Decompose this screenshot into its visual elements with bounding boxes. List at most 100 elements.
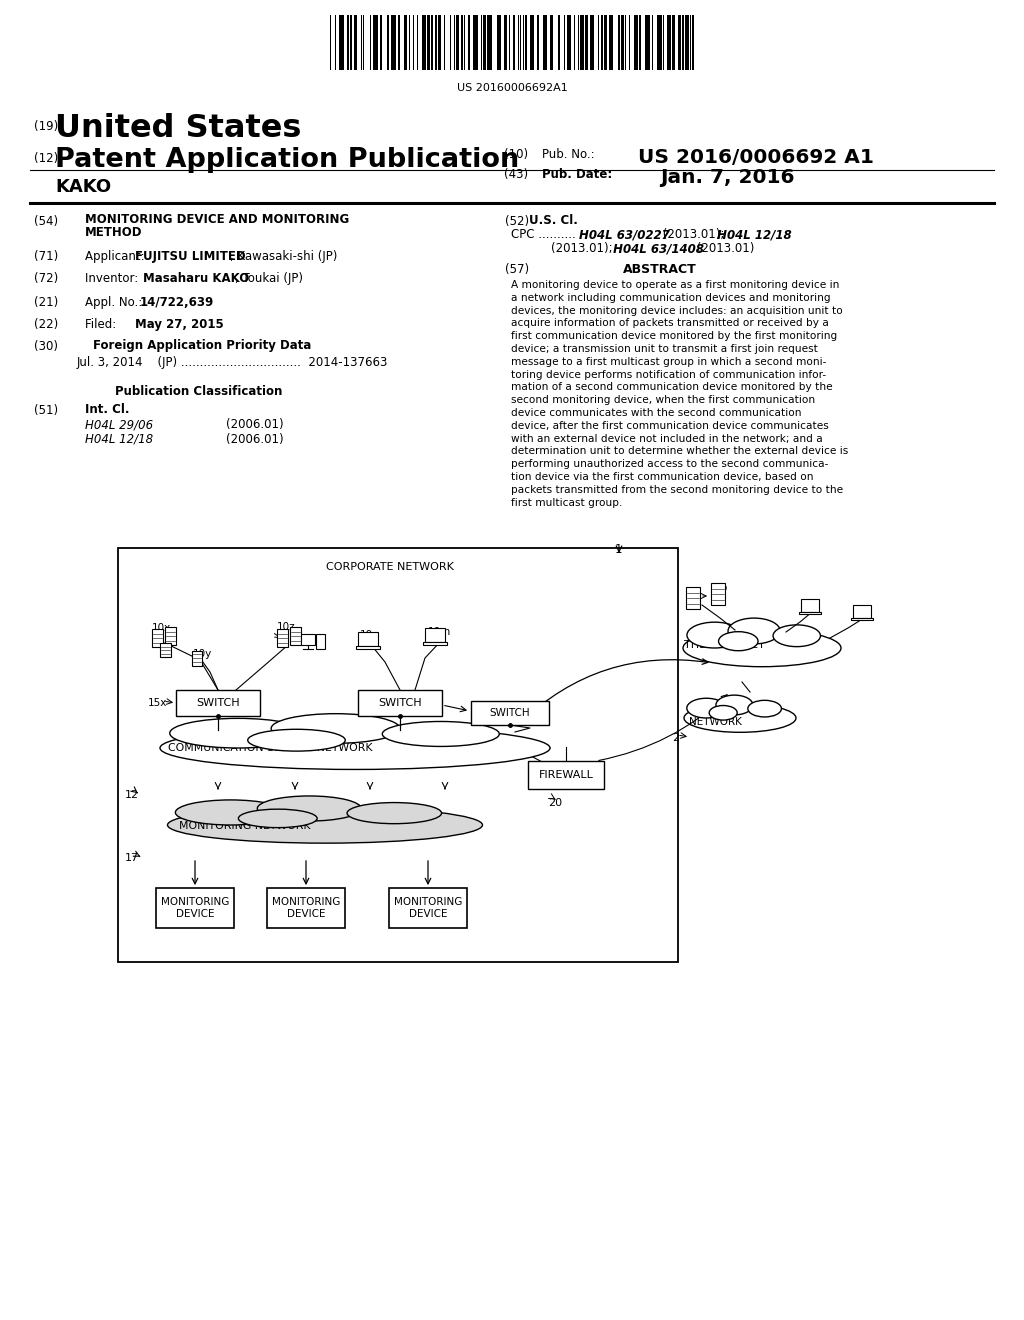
Text: (30): (30) — [34, 341, 58, 352]
Bar — [370, 15, 371, 70]
Bar — [690, 15, 691, 70]
Bar — [645, 15, 650, 70]
Bar — [629, 15, 630, 70]
Bar — [567, 15, 571, 70]
Text: Patent Application Publication: Patent Application Publication — [55, 147, 519, 173]
Bar — [651, 15, 653, 70]
Text: Foreign Application Priority Data: Foreign Application Priority Data — [93, 339, 311, 352]
Bar — [801, 599, 819, 612]
Bar — [350, 15, 351, 70]
Bar — [692, 15, 693, 70]
Bar — [573, 15, 575, 70]
Text: CORPORATE NETWORK: CORPORATE NETWORK — [326, 562, 454, 572]
Text: , Toukai (JP): , Toukai (JP) — [234, 272, 303, 285]
Ellipse shape — [347, 803, 441, 824]
Bar — [664, 15, 665, 70]
Bar — [425, 628, 445, 642]
Text: (10): (10) — [504, 148, 528, 161]
Ellipse shape — [170, 718, 306, 748]
Text: MONITORING
DEVICE: MONITORING DEVICE — [161, 898, 229, 919]
Text: 10y: 10y — [193, 649, 212, 659]
Text: (71): (71) — [34, 249, 58, 263]
Bar — [450, 15, 452, 70]
Bar — [156, 888, 234, 928]
Ellipse shape — [160, 726, 550, 770]
Text: May 27, 2015: May 27, 2015 — [135, 318, 224, 331]
Bar — [387, 15, 389, 70]
Bar — [528, 762, 604, 789]
Text: FIREWALL: FIREWALL — [539, 770, 594, 780]
Text: 25y: 25y — [278, 917, 297, 928]
Text: Pub. No.:: Pub. No.: — [542, 148, 595, 161]
Bar — [618, 15, 620, 70]
Text: H04L 12/18: H04L 12/18 — [85, 433, 154, 446]
Text: 25z: 25z — [400, 916, 419, 927]
Bar — [339, 15, 344, 70]
Text: U.S. Cl.: U.S. Cl. — [529, 214, 578, 227]
Text: 12: 12 — [125, 789, 139, 800]
Bar — [686, 587, 700, 609]
Bar — [799, 612, 821, 614]
Bar — [413, 15, 415, 70]
Ellipse shape — [175, 800, 286, 825]
Bar — [457, 15, 459, 70]
Text: 14/722,639: 14/722,639 — [140, 296, 214, 309]
Ellipse shape — [687, 622, 742, 648]
Bar — [464, 15, 465, 70]
Bar — [364, 15, 365, 70]
Bar — [563, 15, 565, 70]
Bar — [160, 643, 171, 657]
Text: , Kawasaki-shi (JP): , Kawasaki-shi (JP) — [230, 249, 337, 263]
Bar — [468, 15, 470, 70]
Text: Applicant:: Applicant: — [85, 249, 148, 263]
Text: Appl. No.:: Appl. No.: — [85, 296, 146, 309]
Text: H04L 63/1408: H04L 63/1408 — [609, 242, 703, 255]
Text: MONITORING
DEVICE: MONITORING DEVICE — [394, 898, 462, 919]
Bar — [267, 888, 345, 928]
Text: FUJITSU LIMITED: FUJITSU LIMITED — [135, 249, 246, 263]
Text: 3: 3 — [807, 605, 814, 614]
Bar — [404, 15, 407, 70]
Text: (21): (21) — [34, 296, 58, 309]
Text: 20: 20 — [548, 799, 562, 808]
Bar — [374, 15, 379, 70]
Bar — [152, 630, 163, 647]
Bar — [358, 690, 442, 715]
Text: US 20160006692A1: US 20160006692A1 — [457, 83, 567, 92]
Text: MONITORING NETWORK: MONITORING NETWORK — [179, 821, 310, 832]
Text: (2006.01): (2006.01) — [226, 433, 284, 446]
Text: 10n: 10n — [360, 630, 380, 640]
Bar — [165, 627, 175, 645]
Bar — [522, 15, 524, 70]
Bar — [625, 15, 626, 70]
Bar — [391, 15, 396, 70]
Ellipse shape — [239, 809, 317, 828]
Bar — [346, 15, 349, 70]
Text: SWITCH: SWITCH — [489, 708, 530, 718]
Text: (57): (57) — [505, 263, 529, 276]
Text: (22): (22) — [34, 318, 58, 331]
Bar — [360, 15, 361, 70]
Ellipse shape — [728, 618, 780, 644]
Text: Int. Cl.: Int. Cl. — [85, 403, 129, 416]
Bar — [193, 651, 202, 665]
Bar — [520, 15, 521, 70]
Bar — [537, 15, 540, 70]
Text: 1: 1 — [615, 543, 623, 556]
Bar — [473, 15, 478, 70]
Text: (19): (19) — [34, 120, 58, 133]
Bar — [118, 548, 678, 962]
Bar — [443, 15, 444, 70]
Text: COMMUNICATION SERVICE NETWORK: COMMUNICATION SERVICE NETWORK — [168, 743, 373, 752]
Bar — [438, 15, 441, 70]
Text: 17: 17 — [125, 853, 139, 863]
Text: H04L 63/0227: H04L 63/0227 — [579, 228, 670, 242]
Bar — [397, 15, 400, 70]
Text: 15x: 15x — [148, 698, 167, 708]
Text: 15y: 15y — [420, 698, 439, 708]
Text: 5b: 5b — [714, 583, 727, 593]
Bar — [853, 605, 871, 618]
Text: MONITORING DEVICE AND MONITORING: MONITORING DEVICE AND MONITORING — [85, 213, 349, 226]
Text: (54): (54) — [34, 215, 58, 228]
Bar — [639, 15, 641, 70]
